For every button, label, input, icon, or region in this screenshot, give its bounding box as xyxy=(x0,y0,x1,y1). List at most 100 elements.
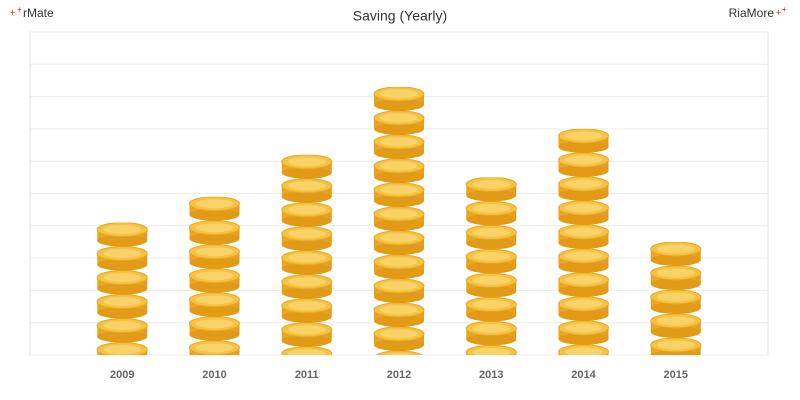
coin-face xyxy=(287,205,326,215)
coin-bottom xyxy=(97,282,148,295)
coin-stack xyxy=(373,86,425,399)
coin-bottom xyxy=(466,309,517,322)
coin-face xyxy=(287,277,326,287)
coin-bottom xyxy=(466,333,517,346)
coin-top xyxy=(375,350,423,355)
coin-bottom xyxy=(466,381,516,393)
coin-stack xyxy=(189,196,240,355)
x-tick-label: 2014 xyxy=(571,369,596,381)
coin-bottom xyxy=(558,212,609,225)
coin-bottom xyxy=(650,301,701,314)
coin-face xyxy=(287,157,326,167)
coin-bottom xyxy=(281,262,332,275)
x-tick-label: 2015 xyxy=(664,369,688,381)
coin-bottom xyxy=(97,234,148,247)
coin-bottom xyxy=(281,190,332,203)
coin-face xyxy=(472,227,511,237)
coin-bottom xyxy=(374,242,424,255)
x-tick-label: 2011 xyxy=(295,369,319,381)
coin-bottom xyxy=(374,218,424,231)
coin-face xyxy=(380,233,418,243)
coin-bottom xyxy=(374,290,424,303)
coin-face xyxy=(656,268,695,278)
coin-bottom xyxy=(374,387,424,399)
x-tick-label: 2009 xyxy=(110,369,134,381)
coin-bottom xyxy=(189,208,240,221)
coin-bottom xyxy=(282,383,332,395)
coin-bottom xyxy=(650,277,701,290)
coin-bottom xyxy=(281,286,332,299)
coin-face xyxy=(380,257,418,267)
brand-right[interactable]: RiaMore + + xyxy=(729,5,787,20)
coin-bottom xyxy=(281,166,332,179)
coin-face xyxy=(656,292,695,302)
coin-bottom xyxy=(558,236,609,249)
coin-bottom xyxy=(189,256,240,269)
coin-face xyxy=(287,325,326,335)
coin-bottom xyxy=(466,357,516,369)
coin-face xyxy=(564,131,603,141)
coin-bottom xyxy=(466,213,517,226)
coin-face xyxy=(380,329,418,339)
coin-face xyxy=(380,137,418,147)
brand-left[interactable]: + + rMate xyxy=(10,5,54,20)
coin-bottom xyxy=(374,170,424,183)
coin-bottom xyxy=(281,214,332,227)
coin-bottom xyxy=(189,232,240,245)
coin-face xyxy=(103,249,142,259)
brand-text[interactable]: rMate xyxy=(23,6,54,20)
coin-stack xyxy=(650,241,702,355)
coin-bottom xyxy=(466,285,517,298)
coin-face xyxy=(195,247,234,257)
coin-stack xyxy=(281,154,333,395)
brand-icon: + xyxy=(782,5,787,14)
coin-face xyxy=(103,225,142,235)
coin-face xyxy=(380,113,418,123)
coin-bottom xyxy=(97,258,148,271)
coin-face xyxy=(380,281,418,291)
coin-bottom xyxy=(112,354,132,355)
coin-bottom xyxy=(374,122,424,135)
coin-face xyxy=(103,345,142,355)
brand-icon: + xyxy=(776,7,781,17)
coin-face xyxy=(195,271,234,281)
coin-bottom xyxy=(189,280,240,293)
x-tick-label: 2010 xyxy=(202,369,226,381)
brand-icon: + xyxy=(17,5,22,14)
coin-stack xyxy=(558,128,609,393)
coin-stack xyxy=(96,222,148,355)
coin-bottom xyxy=(466,189,517,202)
coin-bottom xyxy=(374,98,424,111)
x-tick-label: 2012 xyxy=(387,369,411,381)
coin-face xyxy=(472,275,511,285)
coin-face xyxy=(656,316,695,326)
coin-bottom xyxy=(281,238,332,251)
coin-bottom xyxy=(559,357,609,369)
brand-icon: + xyxy=(10,7,15,17)
coin-face xyxy=(380,89,418,99)
coin-face xyxy=(564,203,603,213)
coin-face xyxy=(656,340,695,350)
coin-bottom xyxy=(559,381,609,393)
coin-face xyxy=(564,227,603,237)
coin-face xyxy=(287,229,326,239)
brand-text[interactable]: RiaMore xyxy=(729,6,775,20)
coin-bottom xyxy=(650,325,701,338)
coin-bottom xyxy=(650,253,701,266)
coin-face xyxy=(564,251,603,261)
coin-face xyxy=(103,297,142,307)
coin-face xyxy=(472,323,511,333)
coin-bottom xyxy=(374,266,424,279)
coin-bottom xyxy=(558,164,609,177)
coin-bottom xyxy=(558,140,609,153)
coin-face xyxy=(380,209,418,219)
coin-face xyxy=(384,353,414,355)
coin-side xyxy=(374,358,424,369)
coin-face xyxy=(472,179,511,189)
coin-face xyxy=(472,299,511,309)
coin-bottom xyxy=(466,261,517,274)
x-tick-label: 2013 xyxy=(479,369,503,381)
coin-bottom xyxy=(558,332,609,345)
coin-side xyxy=(374,382,424,393)
